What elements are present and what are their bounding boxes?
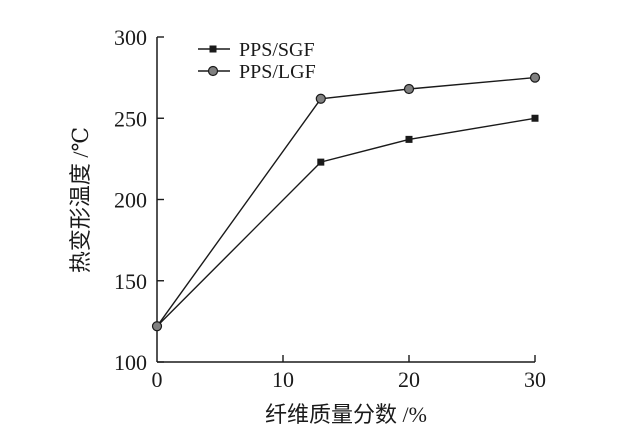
x-axis-label: 纤维质量分数 /% <box>265 402 427 427</box>
x-ticks: 0 10 20 30 <box>152 355 546 392</box>
data-point-square <box>317 158 325 166</box>
data-point-circle <box>315 93 326 104</box>
data-point-circle <box>403 83 415 95</box>
x-tick-label: 20 <box>398 367 420 392</box>
data-point-circle <box>529 72 541 83</box>
legend: PPS/SGF PPS/LGF <box>198 39 316 83</box>
legend-item-lgf: PPS/LGF <box>198 61 316 83</box>
y-axis-label: 热变形温度 /℃ <box>68 127 93 273</box>
data-point-square <box>405 135 413 143</box>
legend-item-sgf: PPS/SGF <box>198 39 315 61</box>
y-tick-label: 100 <box>114 350 147 375</box>
y-tick-label: 200 <box>114 188 147 213</box>
data-point-circle <box>151 321 163 332</box>
axes <box>156 37 535 363</box>
x-tick-label: 0 <box>152 367 163 392</box>
legend-circle-marker <box>207 65 219 77</box>
legend-label-sgf: PPS/SGF <box>239 39 315 61</box>
legend-label-lgf: PPS/LGF <box>239 61 316 83</box>
y-tick-label: 250 <box>114 106 147 131</box>
series-layer <box>151 72 541 332</box>
x-tick-label: 10 <box>272 367 294 392</box>
y-tick-label: 150 <box>114 269 147 294</box>
series-line-pps-sgf <box>156 117 536 327</box>
legend-square-marker <box>209 45 217 53</box>
x-tick-label: 30 <box>524 367 546 392</box>
y-ticks: 100 150 200 250 300 <box>114 25 164 375</box>
y-tick-label: 300 <box>114 25 147 50</box>
series-line-pps-lgf <box>156 76 536 327</box>
data-point-square <box>531 114 539 122</box>
